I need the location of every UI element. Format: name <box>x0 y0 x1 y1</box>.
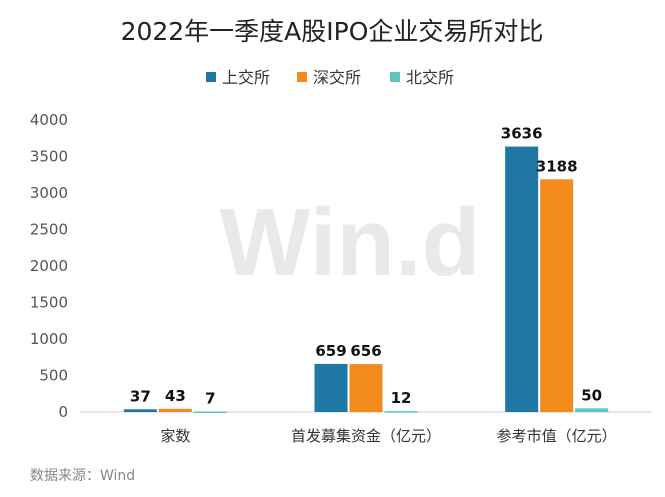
y-tick-label-7: 3500 <box>30 148 68 166</box>
data-label-3-3: 50 <box>581 386 602 404</box>
bar-3-1 <box>505 146 539 412</box>
y-tick-label-2: 1000 <box>30 330 68 348</box>
y-tick-label-0: 0 <box>58 403 68 421</box>
data-label-2-1: 659 <box>315 342 346 360</box>
data-label-1-1: 37 <box>130 387 151 405</box>
legend-swatch-3 <box>390 72 400 82</box>
y-tick-label-3: 1500 <box>30 294 68 312</box>
legend-swatch-1 <box>206 72 216 82</box>
data-label-2-3: 12 <box>391 389 412 407</box>
watermark: Win.d <box>220 189 480 296</box>
bar-3-3 <box>575 408 609 412</box>
data-label-3-2: 3188 <box>536 157 578 175</box>
data-label-3-1: 3636 <box>501 125 543 143</box>
y-tick-label-8: 4000 <box>30 111 68 129</box>
bar-2-1 <box>314 363 348 412</box>
bar-3-2 <box>540 179 574 412</box>
x-category-label-1: 家数 <box>160 427 190 445</box>
bars: 家数 37 43 7 首发募集资金（亿元） 659 656 12 参考市值（亿元） 3636 318… <box>123 125 617 445</box>
bar-1-2 <box>158 408 192 412</box>
data-label-2-2: 656 <box>350 342 381 360</box>
y-tick-label-6: 3000 <box>30 184 68 202</box>
chart-title: 2022年一季度A股IPO企业交易所对比 <box>121 17 544 46</box>
x-category-label-3: 参考市值（亿元） <box>497 427 617 445</box>
legend-label-2: 深交所 <box>313 68 361 87</box>
y-tick-label-5: 2500 <box>30 221 68 239</box>
data-label-1-3: 7 <box>205 389 215 407</box>
data-label-1-2: 43 <box>165 387 186 405</box>
y-tick-label-4: 2000 <box>30 257 68 275</box>
source-note: 数据来源：Wind <box>30 468 135 484</box>
bar-2-3 <box>384 411 418 413</box>
y-tick-label-1: 500 <box>39 367 68 385</box>
bar-1-1 <box>123 409 157 412</box>
legend: 上交所 深交所 北交所 <box>206 68 454 87</box>
x-category-label-2: 首发募集资金（亿元） <box>291 427 441 445</box>
legend-label-1: 上交所 <box>222 68 270 87</box>
bar-2-2 <box>349 364 383 412</box>
bar-1-3 <box>193 411 227 413</box>
legend-label-3: 北交所 <box>406 68 454 87</box>
legend-swatch-2 <box>297 72 307 82</box>
